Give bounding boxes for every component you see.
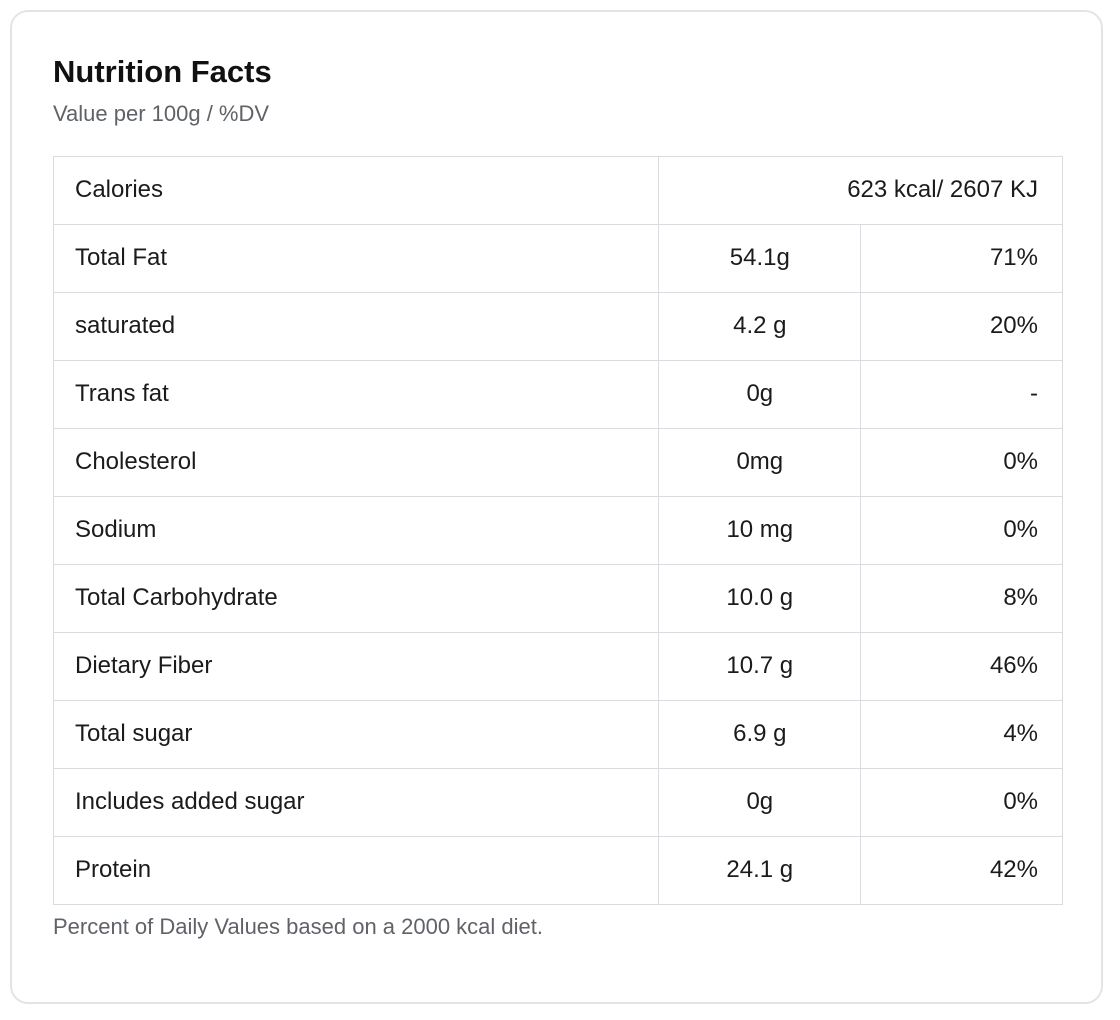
row-value: 10 mg <box>658 495 862 565</box>
row-value: 623 kcal/ 2607 KJ <box>658 155 1063 225</box>
row-label: Sodium <box>52 495 660 565</box>
row-dv: - <box>860 359 1063 429</box>
row-dv: 20% <box>860 291 1063 361</box>
row-label: Total Fat <box>52 223 660 293</box>
row-label: Calories <box>52 155 660 225</box>
table-row-total-sugar: Total sugar 6.9 g 4% <box>52 699 1063 769</box>
table-row-saturated: saturated 4.2 g 20% <box>52 291 1063 361</box>
row-dv: 4% <box>860 699 1063 769</box>
row-label: saturated <box>52 291 660 361</box>
row-value: 0mg <box>658 427 862 497</box>
table-row-protein: Protein 24.1 g 42% <box>52 835 1063 905</box>
nutrition-table: Calories 623 kcal/ 2607 KJ Total Fat 54.… <box>52 155 1063 905</box>
table-row-added-sugar: Includes added sugar 0g 0% <box>52 767 1063 837</box>
row-label: Total sugar <box>52 699 660 769</box>
table-row-total-fat: Total Fat 54.1g 71% <box>52 223 1063 293</box>
nutrition-facts-card: Nutrition Facts Value per 100g / %DV Cal… <box>10 10 1103 1004</box>
row-label: Cholesterol <box>52 427 660 497</box>
serving-subtitle: Value per 100g / %DV <box>53 100 270 126</box>
table-row-sodium: Sodium 10 mg 0% <box>52 495 1063 565</box>
row-value: 4.2 g <box>658 291 862 361</box>
row-value: 54.1g <box>658 223 862 293</box>
table-row-calories: Calories 623 kcal/ 2607 KJ <box>52 155 1063 225</box>
row-dv: 46% <box>860 631 1063 701</box>
page-title: Nutrition Facts <box>53 54 272 89</box>
row-value: 0g <box>658 359 862 429</box>
row-label: Protein <box>52 835 660 905</box>
row-label: Trans fat <box>52 359 660 429</box>
row-value: 10.0 g <box>658 563 862 633</box>
row-value: 24.1 g <box>658 835 862 905</box>
daily-values-footnote: Percent of Daily Values based on a 2000 … <box>53 913 544 939</box>
row-label: Dietary Fiber <box>52 631 660 701</box>
row-label: Total Carbohydrate <box>52 563 660 633</box>
table-row-total-carbohydrate: Total Carbohydrate 10.0 g 8% <box>52 563 1063 633</box>
row-label: Includes added sugar <box>52 767 660 837</box>
row-dv: 0% <box>860 767 1063 837</box>
row-dv: 0% <box>860 427 1063 497</box>
row-value: 6.9 g <box>658 699 862 769</box>
row-dv: 42% <box>860 835 1063 905</box>
table-row-trans-fat: Trans fat 0g - <box>52 359 1063 429</box>
row-value: 10.7 g <box>658 631 862 701</box>
row-dv: 71% <box>860 223 1063 293</box>
table-row-dietary-fiber: Dietary Fiber 10.7 g 46% <box>52 631 1063 701</box>
row-dv: 0% <box>860 495 1063 565</box>
row-dv: 8% <box>860 563 1063 633</box>
table-row-cholesterol: Cholesterol 0mg 0% <box>52 427 1063 497</box>
row-value: 0g <box>658 767 862 837</box>
